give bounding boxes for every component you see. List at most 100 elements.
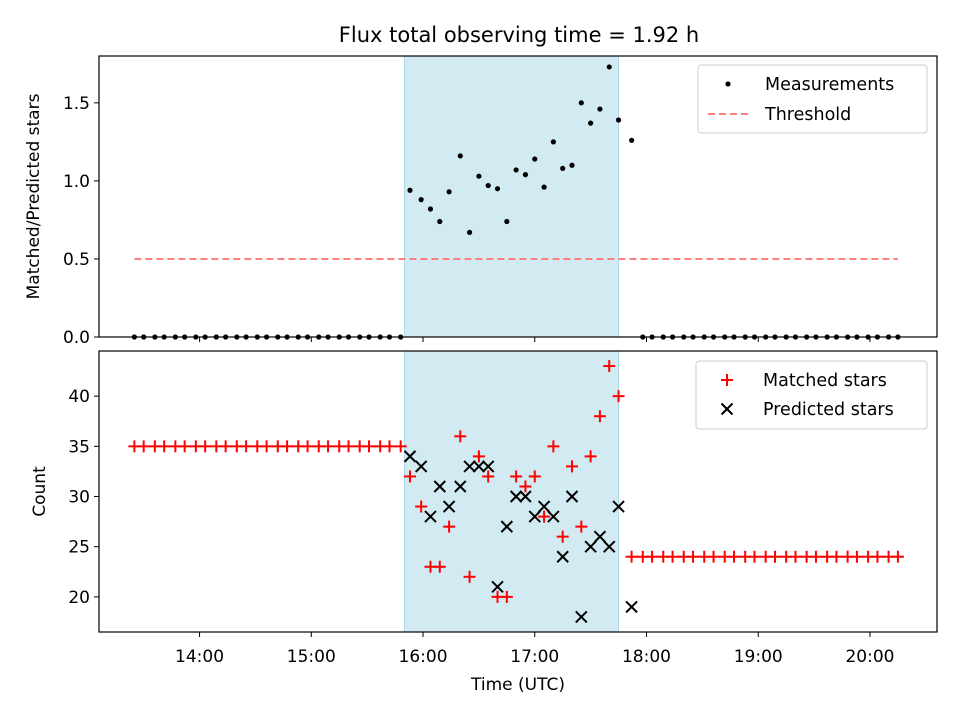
measurement-point xyxy=(541,184,547,190)
matched-star-point xyxy=(575,520,588,533)
matched-star-point xyxy=(383,440,396,453)
matched-star-point xyxy=(871,550,884,563)
cross-b xyxy=(500,520,514,533)
predicted-star-point xyxy=(584,540,597,553)
bottom-legend-box xyxy=(695,360,928,430)
predicted-star-point xyxy=(625,600,638,614)
matched-star-point xyxy=(281,440,294,453)
measurement-point xyxy=(550,139,556,145)
matched-star-point xyxy=(728,550,741,563)
matched-star-point xyxy=(809,550,822,563)
measurement-point xyxy=(418,197,424,203)
legend-threshold-label: Threshold xyxy=(764,105,851,125)
cross-b xyxy=(720,402,734,416)
x-tick-label: 14:00 xyxy=(175,647,224,667)
predicted-star-point xyxy=(463,460,476,473)
y-tick-label: 1.0 xyxy=(63,172,90,192)
bottom-y-axis-label: Count xyxy=(30,466,50,517)
matched-star-point xyxy=(500,590,513,603)
legend-measurements-label: Measurements xyxy=(765,75,894,95)
matched-star-point xyxy=(528,470,541,483)
predicted-star-point xyxy=(528,510,541,523)
x-tick-label: 16:00 xyxy=(399,647,448,667)
y-tick-label: 30 xyxy=(68,488,90,508)
matched-star-point xyxy=(394,440,407,453)
predicted-star-point xyxy=(442,500,456,513)
matched-star-point xyxy=(891,550,904,563)
x-tick-label: 19:00 xyxy=(734,647,783,667)
predicted-star-point xyxy=(491,580,504,594)
y-tick-label: 20 xyxy=(68,588,90,608)
matched-star-point xyxy=(625,550,638,563)
matched-star-point xyxy=(538,510,551,523)
matched-star-point xyxy=(342,440,355,453)
top-y-axis-label: Matched/Predicted stars xyxy=(24,93,44,299)
matched-star-point xyxy=(830,550,843,563)
cross-b xyxy=(625,600,638,614)
matched-star-point xyxy=(137,440,150,453)
matched-star-point xyxy=(415,500,428,513)
measurement-point xyxy=(532,156,538,162)
cross-b xyxy=(537,500,551,513)
matched-star-point xyxy=(519,480,532,493)
matched-star-point xyxy=(260,440,273,453)
matched-star-point xyxy=(219,440,232,453)
cross-b xyxy=(491,580,504,594)
chart-title: Flux total observing time = 1.92 h xyxy=(339,23,699,47)
matched-star-point xyxy=(158,440,171,453)
matched-star-point xyxy=(472,450,485,463)
cross-b xyxy=(584,540,597,553)
top-legend-box xyxy=(697,64,928,134)
x-tick-label: 17:00 xyxy=(510,647,559,667)
cross-b xyxy=(519,490,532,503)
measurement-point xyxy=(588,120,594,126)
matched-star-point xyxy=(556,530,569,543)
x-tick-label: 20:00 xyxy=(845,647,894,667)
predicted-star-point xyxy=(593,530,607,543)
matched-star-point xyxy=(240,440,253,453)
cross-b xyxy=(442,500,456,513)
measurement-point xyxy=(494,186,501,192)
predicted-star-point xyxy=(481,460,495,473)
matched-star-point xyxy=(403,470,416,483)
matched-star-point xyxy=(748,550,761,563)
predicted-star-point xyxy=(500,520,514,533)
matched-star-point xyxy=(178,440,191,453)
predicted-star-point xyxy=(433,480,446,493)
measurement-point xyxy=(407,187,413,193)
matched-star-point xyxy=(510,470,523,483)
matched-star-point xyxy=(463,570,476,583)
predicted-star-point xyxy=(603,540,616,553)
y-tick-label: 0.0 xyxy=(63,328,90,348)
top-y-ticks: 0.0 0.5 1.0 1.5 xyxy=(63,94,99,348)
x-tick-label: 18:00 xyxy=(622,647,671,667)
matched-star-point xyxy=(612,390,625,403)
matched-star-point xyxy=(433,560,446,573)
predicted-star-point xyxy=(565,490,579,503)
matched-star-point xyxy=(363,440,376,453)
y-tick-label: 40 xyxy=(68,387,90,407)
measurement-point xyxy=(628,137,635,143)
legend-cross xyxy=(720,402,734,416)
cross-b xyxy=(481,460,495,473)
matched-star-point xyxy=(547,440,560,453)
measurement-point xyxy=(578,100,584,106)
cross-b xyxy=(528,510,541,523)
matched-star-point xyxy=(322,440,335,453)
top-shaded-span xyxy=(403,55,620,338)
measurement-point xyxy=(504,218,510,225)
predicted-star-point xyxy=(454,480,467,493)
matched-star-point xyxy=(443,520,456,533)
cross-b xyxy=(414,460,428,473)
predicted-star-point xyxy=(556,550,569,563)
matched-star-point xyxy=(666,550,679,563)
bottom-legend: Matched stars Predicted stars xyxy=(695,360,928,430)
y-tick-label: 1.5 xyxy=(63,94,90,114)
cross-b xyxy=(556,550,569,563)
cross-b xyxy=(463,460,476,473)
measurement-point xyxy=(606,64,612,70)
bottom-axes-frame xyxy=(98,350,938,633)
predicted-star-point xyxy=(424,510,437,523)
bottom-data-marks xyxy=(128,360,904,624)
